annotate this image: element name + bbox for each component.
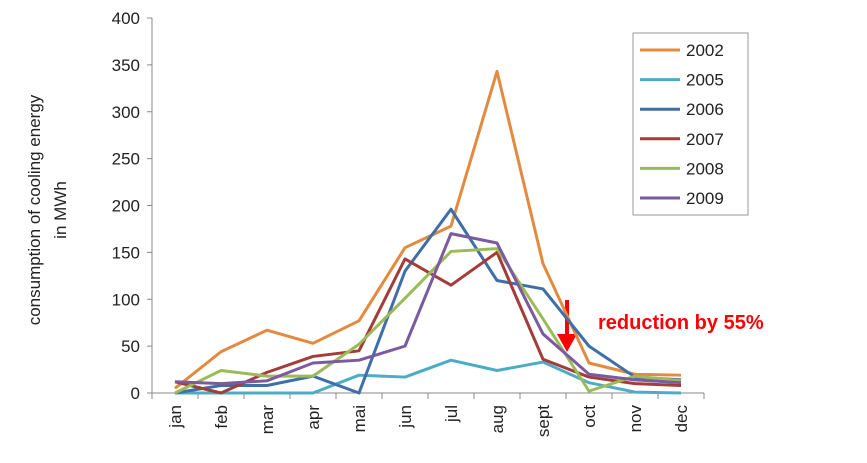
y-tick-label: 200 xyxy=(112,197,140,216)
x-tick-label: nov xyxy=(626,405,645,433)
legend-box xyxy=(632,32,749,216)
legend-label: 2008 xyxy=(686,159,724,178)
y-tick-label: 350 xyxy=(112,56,140,75)
y-tick-label: 400 xyxy=(112,9,140,28)
legend-label: 2009 xyxy=(686,189,724,208)
y-tick-label: 300 xyxy=(112,103,140,122)
line-series xyxy=(174,69,682,390)
x-tick-label: feb xyxy=(212,405,231,429)
y-tick-label: 100 xyxy=(112,290,140,309)
y-tick-label: 150 xyxy=(112,243,140,262)
x-tick-label: dec xyxy=(672,405,691,433)
legend-label: 2007 xyxy=(686,130,724,149)
x-tick-label: mar xyxy=(258,405,277,435)
x-tick-label: jan xyxy=(166,405,185,429)
annotation: reduction by 55% xyxy=(598,312,764,334)
legend-label: 2005 xyxy=(686,71,724,90)
line-series xyxy=(174,247,682,395)
y-tick-label: 50 xyxy=(121,337,140,356)
x-tick-label: jul xyxy=(442,405,461,423)
x-tick-label: mai xyxy=(350,405,369,432)
legend-label: 2002 xyxy=(686,41,724,60)
legend-label: 2006 xyxy=(686,100,724,119)
x-tick-label: jun xyxy=(396,405,415,429)
y-tick-label: 250 xyxy=(112,150,140,169)
line-series xyxy=(175,358,682,395)
x-tick-label: sept xyxy=(534,405,553,437)
line-series xyxy=(174,232,682,386)
y-tick-label: 0 xyxy=(131,384,140,403)
y-axis-label: consumption of cooling energy xyxy=(25,94,44,325)
line-series xyxy=(174,207,682,395)
x-tick-label: oct xyxy=(580,405,599,428)
x-tick-label: aug xyxy=(488,405,507,433)
y-axis-label: in MWh xyxy=(51,181,70,239)
x-tick-label: apr xyxy=(304,405,323,430)
